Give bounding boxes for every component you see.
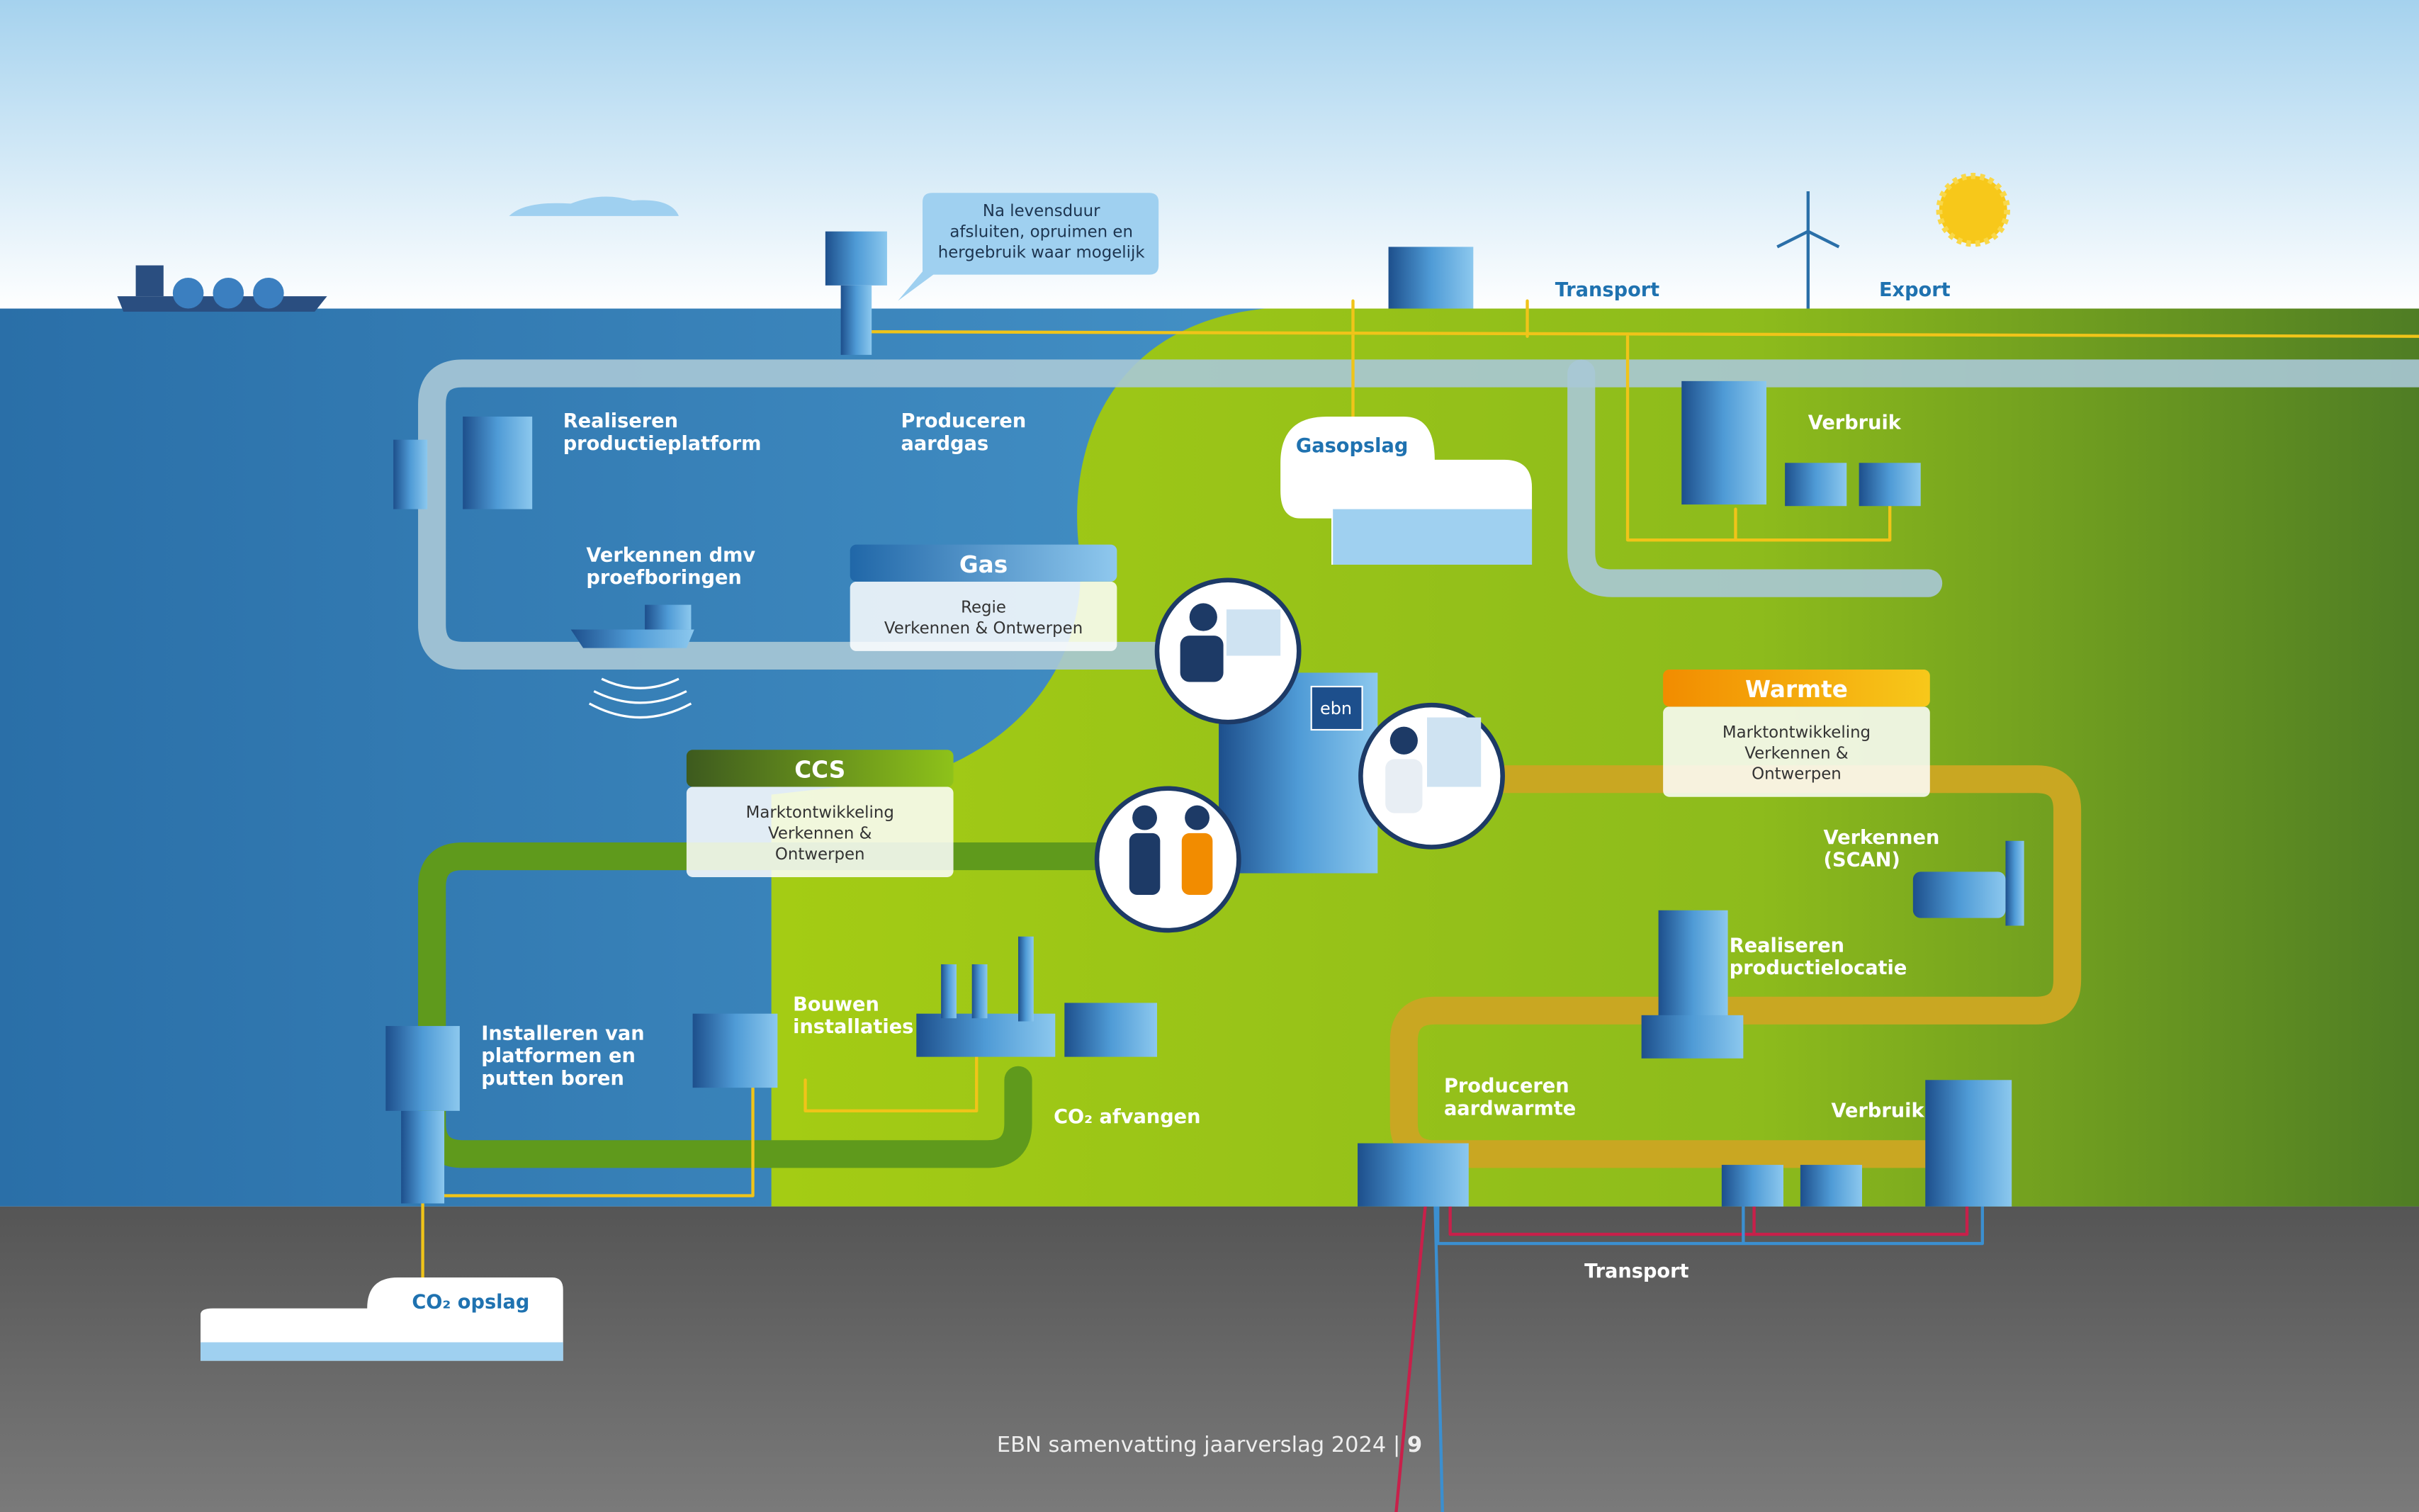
label-line: platformen en <box>481 1045 636 1067</box>
shape <box>972 964 988 1018</box>
shape <box>385 1026 460 1111</box>
label-line: Realiseren <box>563 410 678 432</box>
label-line: Bouwen <box>793 993 879 1015</box>
shape <box>1358 1144 1469 1207</box>
shape <box>463 417 532 509</box>
shape <box>1064 1003 1157 1056</box>
box-line: Verkennen & <box>1744 744 1849 762</box>
shape <box>1385 759 1422 813</box>
label-line: aardgas <box>901 433 989 455</box>
shape <box>1097 789 1239 930</box>
shape <box>173 278 204 309</box>
box-title: CCS <box>794 756 845 783</box>
shape <box>1227 609 1280 655</box>
label-line: productielocatie <box>1730 957 1907 979</box>
shape <box>1185 806 1210 830</box>
shape <box>1800 1165 1862 1207</box>
shape <box>1190 603 1217 631</box>
shape <box>1132 806 1157 830</box>
body: ebn Gas Regie Verkennen & Ontwerpen Warmte M… <box>0 0 2419 1512</box>
label-line: productieplatform <box>563 433 762 455</box>
box-line: Ontwerpen <box>1752 765 1842 784</box>
sun <box>1939 176 2007 244</box>
label-line: (SCAN) <box>1824 850 1900 871</box>
label-line: Transport <box>1584 1260 1688 1282</box>
shape <box>393 440 427 509</box>
shape <box>571 629 694 648</box>
box-title: Warmte <box>1745 676 1848 703</box>
shape <box>645 605 691 630</box>
box-line: Ontwerpen <box>775 845 865 864</box>
footer: EBN samenvatting jaarverslag 2024 | 9 <box>997 1433 1422 1457</box>
shape <box>401 1111 444 1204</box>
shape <box>1389 247 1474 308</box>
box-line: Regie <box>961 598 1006 616</box>
logo: ebn <box>1320 699 1352 718</box>
shape <box>1182 833 1213 895</box>
shape <box>1785 463 1846 506</box>
shape <box>693 1014 778 1088</box>
shape <box>916 1014 1055 1057</box>
box-line: Verkennen & <box>768 824 872 842</box>
box-line: Marktontwikkeling <box>746 803 894 822</box>
sky <box>0 0 2419 312</box>
box-line: Verkennen & Ontwerpen <box>884 619 1083 638</box>
label-line: proefboringen <box>586 567 741 589</box>
label-line: Realiseren <box>1730 935 1844 957</box>
shape <box>825 232 887 286</box>
label-line: putten boren <box>481 1068 624 1090</box>
footer-page: 9 <box>1407 1433 1422 1457</box>
label-line: Export <box>1879 279 1951 301</box>
shape <box>1925 1080 2012 1207</box>
label-line: aardwarmte <box>1444 1098 1576 1119</box>
shape <box>1659 910 1728 1018</box>
footer-text: EBN samenvatting jaarverslag 2024 <box>997 1433 1386 1457</box>
shape <box>1018 937 1034 1022</box>
label-line: Verkennen dmv <box>586 545 755 567</box>
shape <box>1390 727 1418 755</box>
shape <box>1129 833 1161 895</box>
callout-line: afsluiten, opruimen en <box>949 222 1133 241</box>
callout-line: hergebruik waar mogelijk <box>938 244 1146 262</box>
shape <box>1427 718 1481 787</box>
shape <box>1642 1015 1744 1059</box>
shape <box>1722 1165 1783 1207</box>
box-title: Gas <box>959 551 1008 578</box>
label-line: Verbruik <box>1808 412 1902 434</box>
shape <box>1333 509 1532 565</box>
label-line: Installeren van <box>481 1023 644 1045</box>
label-line: CO₂ afvangen <box>1054 1106 1200 1128</box>
shape <box>841 286 872 355</box>
box-line: Marktontwikkeling <box>1722 723 1871 742</box>
shape <box>136 266 164 297</box>
label-line: Produceren <box>1444 1076 1569 1098</box>
label-line: Transport <box>1555 279 1659 301</box>
label-line: installaties <box>793 1016 913 1038</box>
label-line: Gasopslag <box>1296 435 1408 457</box>
shape <box>201 1342 563 1360</box>
label-line: Verbruik <box>1831 1100 1924 1122</box>
label-line: Verkennen <box>1824 827 1940 849</box>
page: EBN keten {"callout": {"lines": ["Na lev… <box>0 0 2419 1512</box>
shape <box>1681 381 1766 504</box>
label-line: Produceren <box>901 410 1027 432</box>
shape <box>1180 636 1224 682</box>
footer-separator: | <box>1393 1433 1400 1457</box>
shape <box>1913 871 2006 918</box>
shape <box>1859 463 1921 506</box>
shape <box>941 964 957 1018</box>
shape <box>253 278 284 309</box>
label-line: CO₂ opslag <box>412 1292 529 1314</box>
scene: ebn Gas Regie Verkennen & Ontwerpen Warmte M… <box>0 0 2419 1512</box>
callout-line: Na levensduur <box>983 202 1100 220</box>
shape <box>2005 841 2024 926</box>
shape <box>213 278 244 309</box>
